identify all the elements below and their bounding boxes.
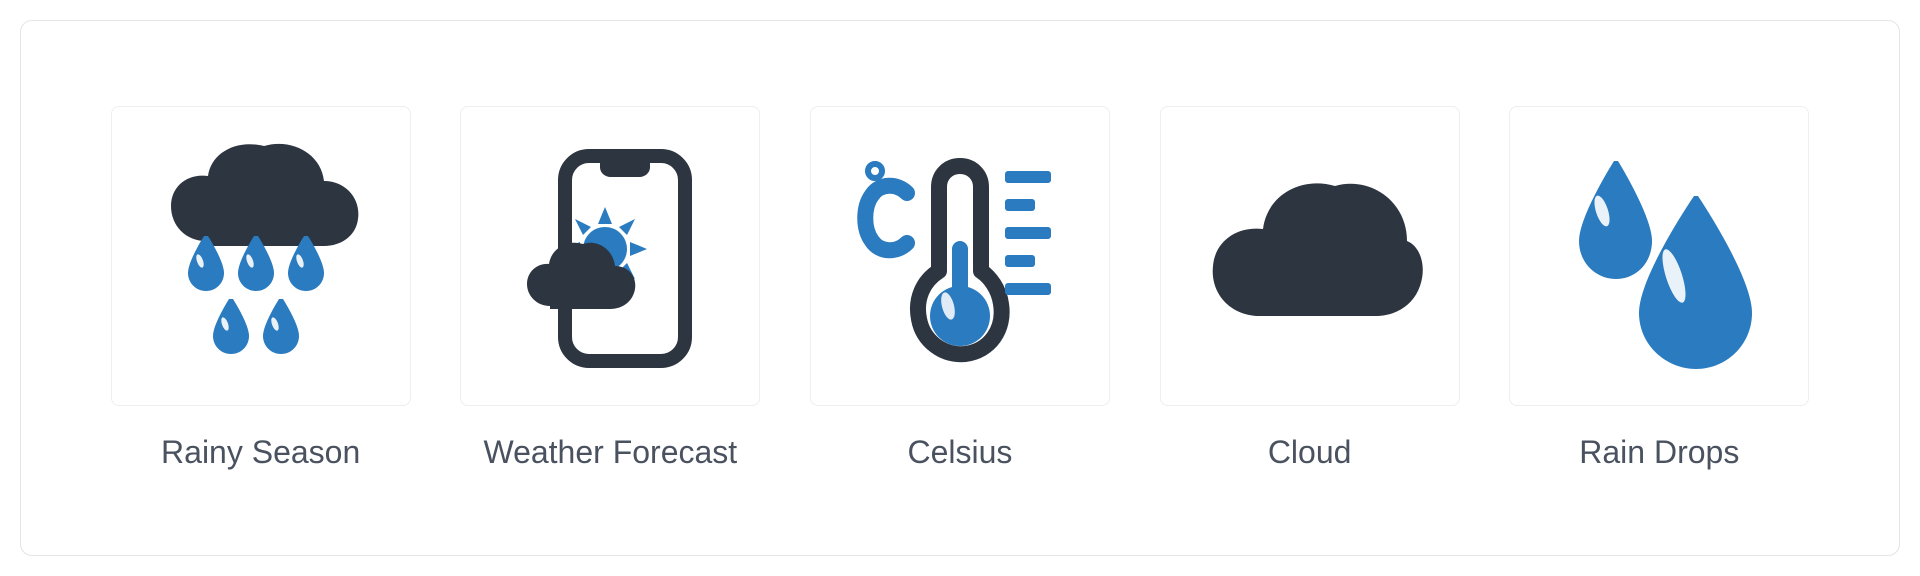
icon-card-weather-forecast: Weather Forecast — [460, 106, 760, 471]
rain-drops-icon — [1544, 141, 1774, 371]
icon-box — [1509, 106, 1809, 406]
icon-card-rain-drops: Rain Drops — [1509, 106, 1809, 471]
icon-set-container: Rainy Season — [20, 20, 1900, 556]
icon-box — [1160, 106, 1460, 406]
weather-forecast-icon — [495, 141, 725, 371]
icon-label: Celsius — [908, 434, 1013, 471]
celsius-icon — [845, 141, 1075, 371]
icon-box — [460, 106, 760, 406]
icon-card-rainy-season: Rainy Season — [111, 106, 411, 471]
icon-card-celsius: Celsius — [810, 106, 1110, 471]
cloud-icon — [1195, 141, 1425, 371]
icon-card-cloud: Cloud — [1160, 106, 1460, 471]
icon-label: Weather Forecast — [483, 434, 737, 471]
rainy-season-icon — [146, 141, 376, 371]
icon-box — [111, 106, 411, 406]
icon-label: Rain Drops — [1579, 434, 1739, 471]
icon-label: Cloud — [1268, 434, 1352, 471]
icon-box — [810, 106, 1110, 406]
icon-label: Rainy Season — [161, 434, 360, 471]
